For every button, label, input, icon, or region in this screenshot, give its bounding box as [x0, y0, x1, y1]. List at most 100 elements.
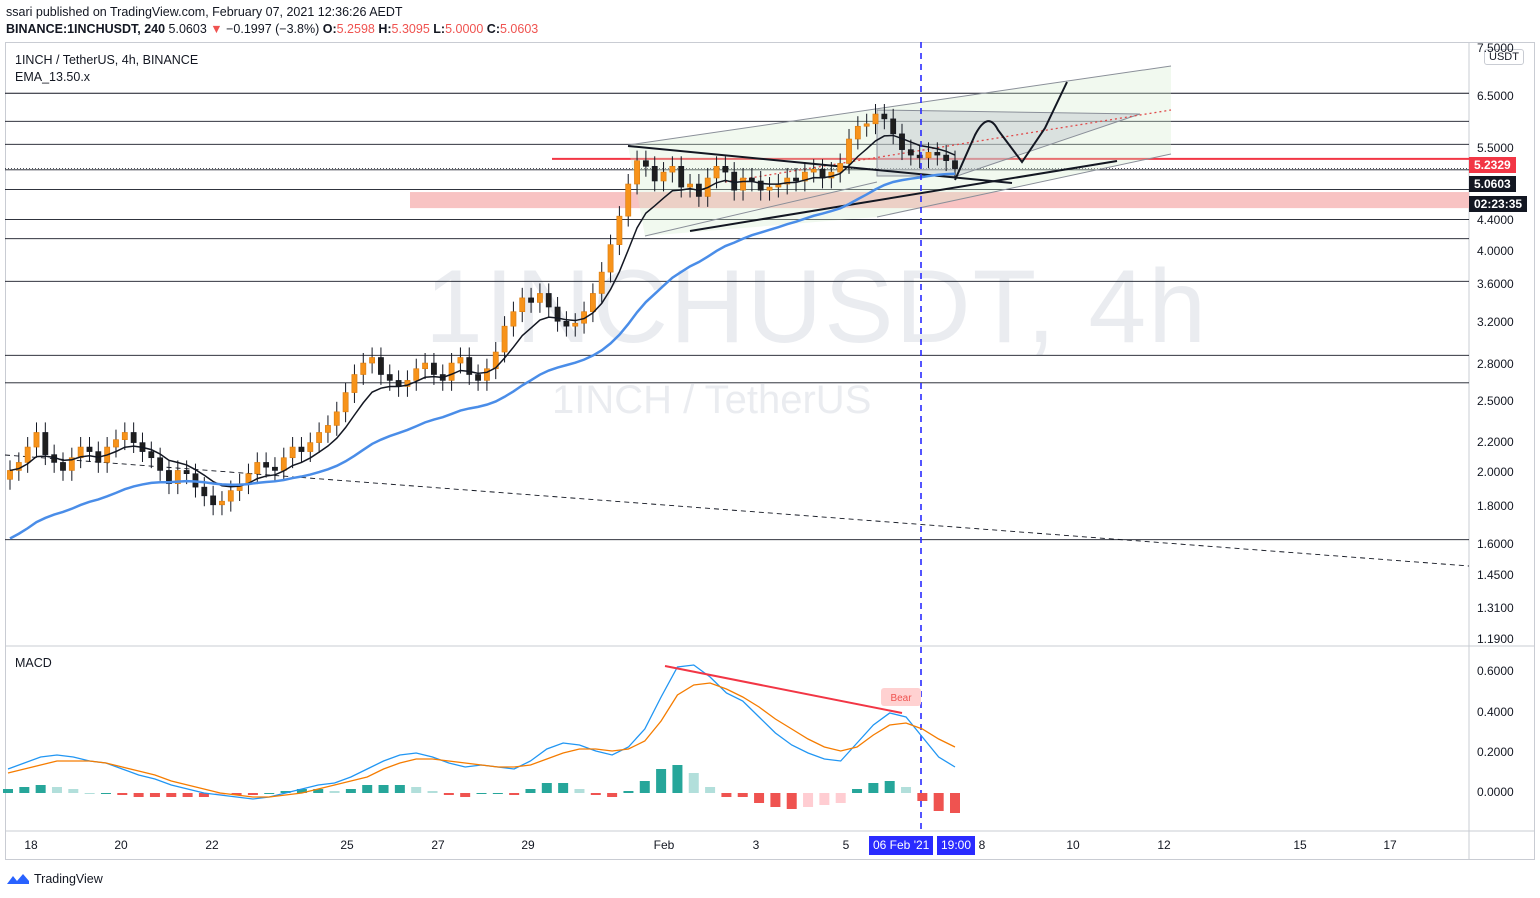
candle-body: [598, 271, 605, 294]
candle-body: [457, 357, 464, 364]
macd-hist-bar: [590, 793, 601, 795]
last-price-tag: 5.0603: [1469, 176, 1516, 192]
candle-body: [554, 306, 561, 322]
candles-group: [7, 104, 958, 516]
macd-hist-bar: [411, 787, 422, 793]
candle-body: [748, 177, 755, 182]
last-price: 5.0603: [168, 22, 207, 36]
pair-watermark: 1INCH / TetherUS: [552, 378, 872, 422]
time-tick: 27: [431, 838, 445, 852]
published-line: ssari published on TradingView.com, Febr…: [6, 5, 403, 19]
triangle-lower: [689, 160, 1118, 232]
candle-body: [722, 166, 729, 173]
time-tick: 18: [24, 838, 38, 852]
candle-body: [625, 183, 632, 217]
candle-body: [589, 293, 596, 312]
macd-tick: 0.0000: [1477, 785, 1514, 799]
candle-body: [475, 374, 481, 381]
macd-hist-bar: [558, 783, 569, 793]
channel-fill: [628, 66, 1171, 236]
price-tick: 2.5000: [1477, 394, 1514, 408]
ema-legend[interactable]: EMA_13.50.x: [15, 70, 91, 84]
bear-label: Bear: [890, 693, 912, 704]
candle-body: [660, 171, 667, 182]
price-tick: 7.5000: [1477, 41, 1514, 55]
macd-tick: 0.6000: [1477, 664, 1514, 678]
macd-hist-bar: [19, 787, 30, 793]
macd-hist-bar: [182, 793, 193, 797]
macd-hist-bar: [786, 793, 797, 809]
candle-body: [519, 297, 526, 312]
price-tick: 2.0000: [1477, 465, 1514, 479]
macd-hist-bar: [3, 789, 13, 793]
candle-body: [757, 180, 764, 191]
candle-body: [837, 163, 844, 173]
macd-hist-bar: [215, 793, 226, 795]
candle-body: [731, 171, 738, 191]
macd-hist-bar: [835, 793, 846, 803]
signal-line: [7, 682, 956, 798]
candle-body: [510, 311, 517, 327]
candle-body: [740, 177, 746, 191]
price-tick: 3.2000: [1477, 315, 1514, 329]
support-zone: [410, 192, 1469, 209]
candle-body: [174, 470, 181, 485]
macd-hist-bar: [819, 793, 830, 805]
price-tick: 6.5000: [1477, 89, 1514, 103]
time-tick: Feb: [653, 838, 675, 852]
candle-body: [24, 446, 31, 463]
footer-brand[interactable]: TradingView: [6, 872, 103, 886]
price-change: −0.1997 (−3.8%): [226, 22, 320, 36]
candle-body: [413, 368, 420, 381]
time-tick: 15: [1293, 838, 1307, 852]
chart-frame: [5, 42, 1535, 860]
bear-label-bg: [881, 688, 921, 706]
macd-hist-bar: [443, 793, 454, 795]
candle-body: [263, 462, 270, 468]
time-tick: 3: [752, 838, 760, 852]
macd-tick: 0.2000: [1477, 745, 1514, 759]
candle-body: [484, 368, 490, 381]
candle-body: [289, 446, 296, 459]
high-label: H:: [378, 22, 392, 36]
candle-body: [572, 322, 579, 327]
macd-hist-bar: [35, 785, 46, 793]
candle-body: [872, 113, 879, 125]
candle-body: [351, 374, 358, 393]
long-trendline: [4, 454, 1470, 567]
macd-hist-bar: [166, 793, 177, 797]
time-tick: 10: [1066, 838, 1080, 852]
time-tick: 20: [114, 838, 128, 852]
macd-hist-bar: [688, 773, 699, 793]
candle-body: [157, 457, 164, 471]
candle-body: [943, 154, 950, 161]
candle-body: [369, 357, 376, 364]
macd-hist-bar: [247, 793, 258, 795]
candle-body: [325, 425, 331, 433]
macd-hist-bar: [264, 793, 275, 794]
currency-button[interactable]: USDT: [1484, 49, 1524, 65]
crosshair-time-tag: 19:00: [937, 836, 976, 855]
macd-hist-bar: [378, 785, 389, 793]
time-tick: 5: [842, 838, 850, 852]
price-tick: 1.3100: [1477, 601, 1514, 615]
macd-legend[interactable]: MACD: [15, 656, 52, 670]
macd-hist-bar: [362, 785, 373, 793]
candle-body: [916, 154, 923, 159]
candle-body: [687, 183, 693, 188]
macd-hist-bar: [672, 765, 683, 793]
macd-hist-bar: [901, 787, 912, 793]
candle-body: [307, 442, 314, 452]
macd-hist-bar: [656, 769, 667, 793]
candle-body: [166, 470, 172, 485]
candle-body: [183, 470, 190, 474]
candle-body: [784, 177, 791, 185]
macd-hist-bar: [933, 793, 944, 811]
candle-body: [634, 160, 640, 185]
candle-body: [863, 123, 870, 127]
candle-body: [254, 462, 261, 474]
high-value: 5.3095: [391, 22, 430, 36]
low-label: L:: [433, 22, 446, 36]
macd-hist-bar: [868, 783, 879, 793]
